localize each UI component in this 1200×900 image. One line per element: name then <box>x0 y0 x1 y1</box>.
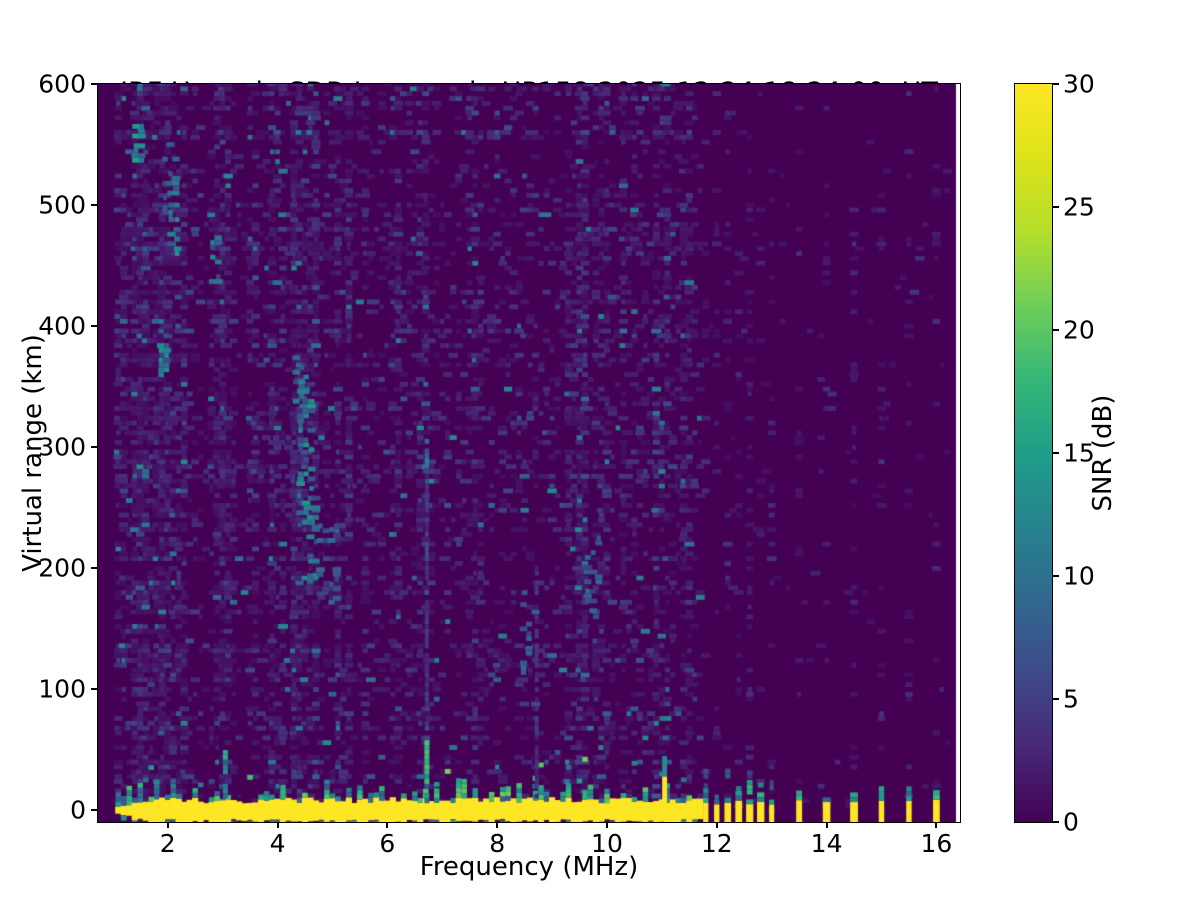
y-tick-mark <box>91 809 97 812</box>
colorbar-tick-label: 25 <box>1063 192 1095 222</box>
x-tick-label: 6 <box>379 829 396 858</box>
y-tick-label: 500 <box>38 190 86 220</box>
x-tick-mark <box>605 822 608 828</box>
x-tick-label: 10 <box>591 829 623 858</box>
y-tick-mark <box>91 204 97 207</box>
y-tick-mark <box>91 325 97 328</box>
colorbar-tick-label: 5 <box>1063 684 1079 714</box>
x-tick-mark <box>386 822 389 828</box>
plot-area <box>97 83 961 823</box>
colorbar-tick-label: 30 <box>1063 69 1095 99</box>
colorbar-tick-mark <box>1053 698 1059 700</box>
x-tick-label: 14 <box>810 829 843 858</box>
colorbar-tick-label: 15 <box>1063 438 1095 468</box>
x-tick-mark <box>935 822 938 828</box>
colorbar-tick-label: 20 <box>1063 315 1095 345</box>
y-tick-mark <box>91 446 97 449</box>
y-tick-mark <box>91 83 97 85</box>
x-tick-label: 16 <box>920 829 953 858</box>
x-tick-mark <box>715 822 718 828</box>
y-tick-label: 600 <box>38 69 86 99</box>
colorbar-tick-mark <box>1053 329 1059 331</box>
colorbar-tick-mark <box>1053 206 1059 208</box>
y-tick-label: 400 <box>38 311 86 341</box>
colorbar-tick-label: 0 <box>1063 807 1079 837</box>
x-axis-label: Frequency (MHz) <box>419 852 639 882</box>
colorbar-gradient <box>1015 84 1052 822</box>
x-tick-label: 8 <box>489 829 506 858</box>
x-tick-mark <box>166 822 169 828</box>
y-tick-mark <box>91 567 97 570</box>
colorbar <box>1014 83 1053 823</box>
x-tick-label: 2 <box>159 829 176 858</box>
y-tick-label: 100 <box>38 674 86 704</box>
y-tick-label: 0 <box>70 795 86 825</box>
x-tick-mark <box>496 822 499 828</box>
colorbar-tick-mark <box>1053 821 1059 823</box>
colorbar-tick-label: 10 <box>1063 561 1095 591</box>
y-tick-label: 300 <box>38 432 86 462</box>
colorbar-tick-mark <box>1053 83 1059 85</box>
colorbar-tick-mark <box>1053 452 1059 454</box>
colorbar-tick-mark <box>1053 575 1059 577</box>
y-tick-label: 200 <box>38 553 86 583</box>
x-tick-mark <box>276 822 279 828</box>
heatmap-canvas <box>98 84 960 822</box>
x-tick-label: 12 <box>700 829 733 858</box>
y-tick-mark <box>91 688 97 691</box>
x-tick-label: 4 <box>269 829 286 858</box>
x-tick-mark <box>825 822 828 828</box>
